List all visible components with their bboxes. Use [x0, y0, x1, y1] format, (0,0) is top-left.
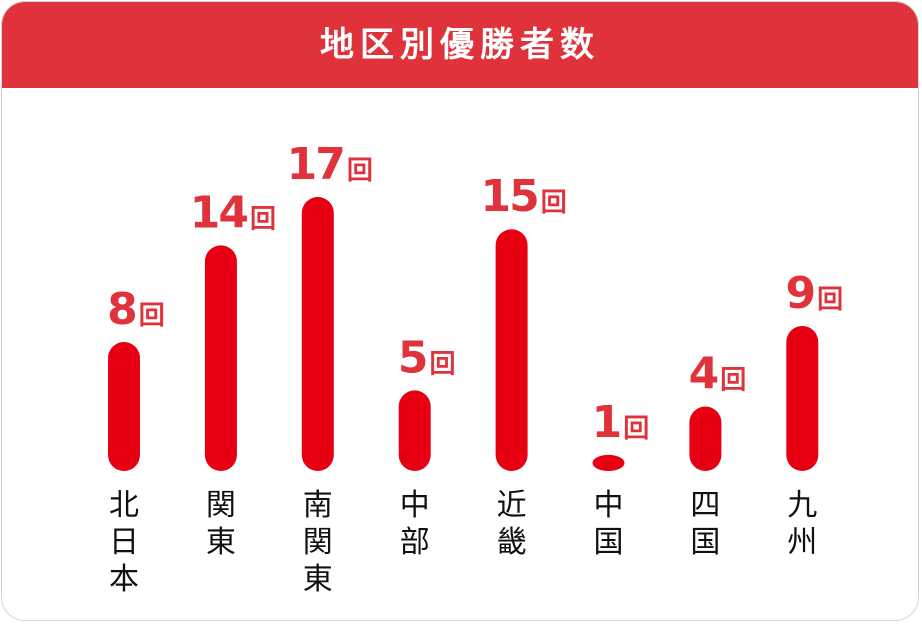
category-char: 東 [303, 562, 333, 597]
data-label-unit: 回 [541, 188, 567, 218]
data-label-value: 1 [592, 397, 621, 448]
category-char: 日 [109, 525, 139, 560]
data-label-unit: 回 [430, 349, 456, 379]
data-label-value: 8 [107, 284, 136, 335]
bar-6 [592, 454, 625, 471]
category-char: 本 [109, 562, 139, 597]
category-char: 国 [594, 525, 624, 560]
category-label-7: 四国 [690, 488, 720, 560]
data-label-unit: 回 [720, 366, 746, 396]
chart-title: 地区別優勝者数 [320, 25, 600, 65]
category-char: 四 [690, 488, 720, 523]
bar-3 [301, 197, 334, 471]
data-label-value: 14 [190, 187, 248, 238]
category-label-1: 北日本 [109, 488, 139, 597]
bar-2 [204, 245, 237, 471]
category-char: 関 [206, 488, 236, 523]
category-char: 関 [303, 525, 333, 560]
category-label-5: 近畿 [497, 488, 527, 560]
category-char: 中 [594, 488, 624, 523]
bar-1 [108, 342, 140, 471]
category-label-2: 関東 [206, 488, 236, 560]
bar-7 [689, 406, 722, 471]
chart-header: 地区別優勝者数 [2, 2, 918, 88]
category-label-3: 南関東 [303, 488, 333, 597]
bar-4 [398, 390, 431, 471]
category-label-4: 中部 [400, 488, 430, 560]
bar-5 [495, 229, 528, 471]
data-label-value: 5 [398, 332, 427, 383]
category-char: 近 [497, 488, 527, 523]
data-label-value: 4 [689, 349, 718, 400]
bar-8 [786, 325, 819, 471]
data-label-unit: 回 [817, 285, 843, 315]
data-label-unit: 回 [139, 301, 165, 331]
data-label-unit: 回 [250, 204, 276, 234]
category-char: 部 [400, 525, 430, 560]
data-label-value: 15 [480, 171, 537, 222]
category-char: 中 [400, 488, 430, 523]
category-char: 南 [303, 488, 333, 523]
data-label-5: 15 回 [480, 171, 566, 222]
category-char: 州 [787, 525, 817, 560]
data-label-value: 17 [287, 139, 344, 190]
category-char: 九 [787, 488, 817, 523]
data-label-unit: 回 [623, 414, 649, 444]
category-label-8: 九州 [787, 488, 817, 560]
category-char: 北 [109, 488, 139, 523]
category-char: 畿 [497, 525, 527, 560]
category-label-6: 中国 [594, 488, 624, 560]
data-label-unit: 回 [347, 156, 373, 186]
data-label-value: 9 [785, 268, 814, 319]
data-label-3: 17 回 [287, 139, 373, 190]
category-char: 東 [206, 525, 236, 560]
data-label-2: 14 回 [190, 187, 276, 238]
category-char: 国 [690, 525, 720, 560]
